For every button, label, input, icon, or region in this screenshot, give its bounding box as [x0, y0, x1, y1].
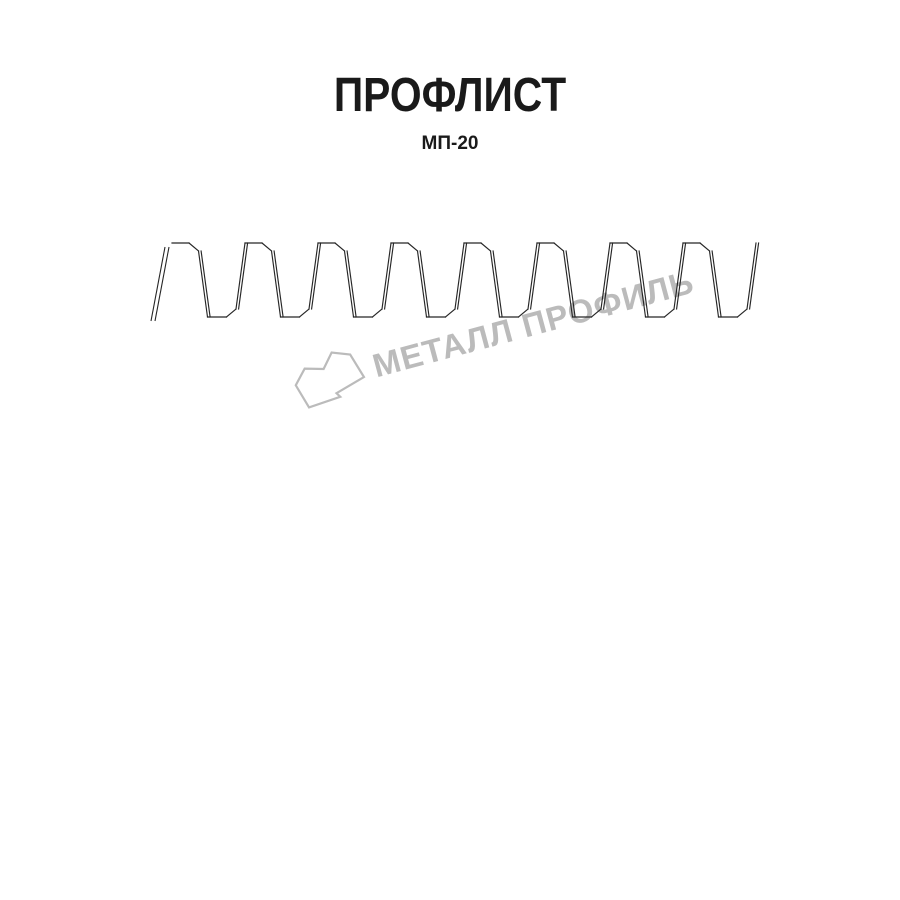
svg-text:МЕТАЛЛ ПРОФИЛЬ: МЕТАЛЛ ПРОФИЛЬ — [369, 263, 698, 384]
